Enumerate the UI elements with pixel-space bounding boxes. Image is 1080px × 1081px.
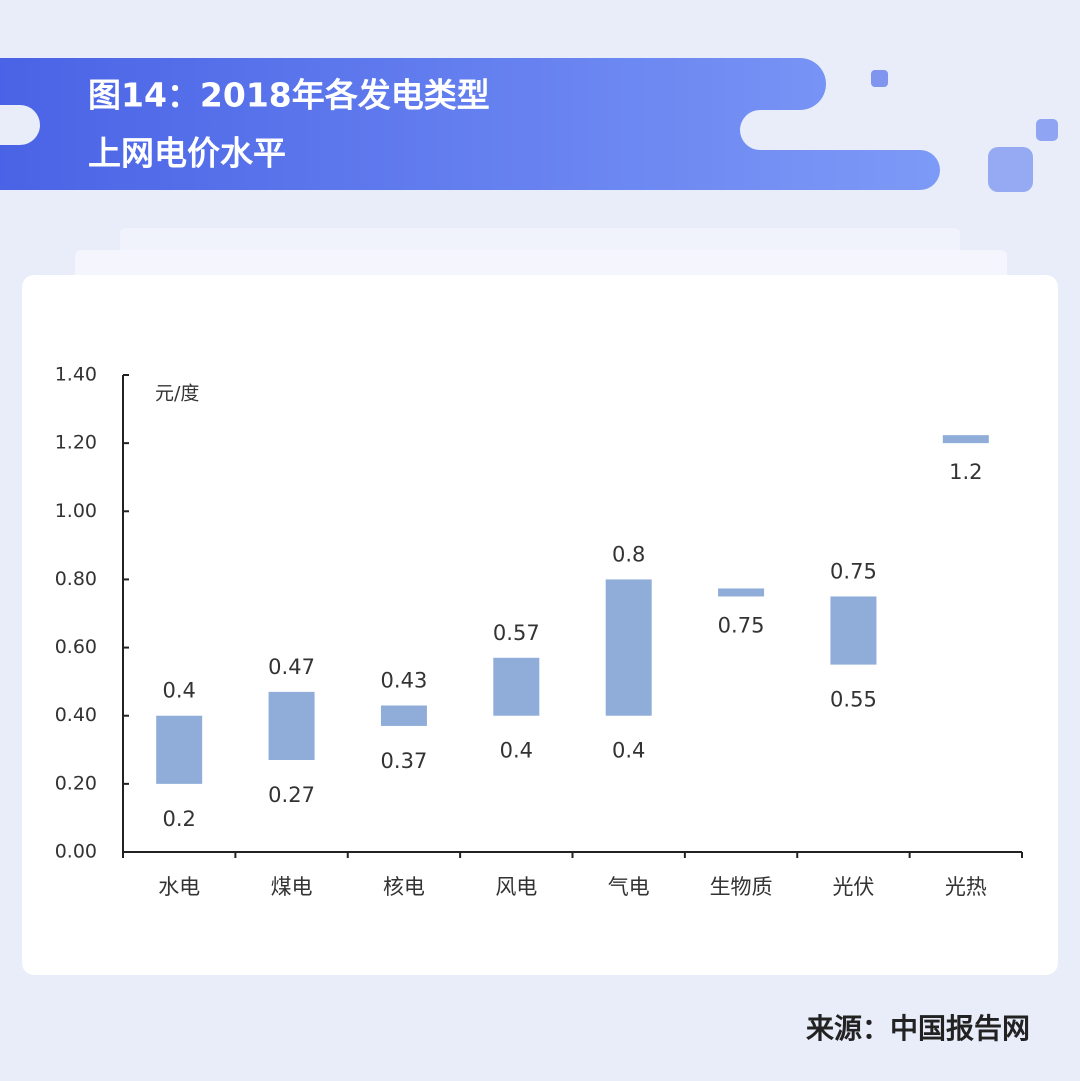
value-label: 0.75 (718, 613, 765, 637)
value-label: 0.8 (612, 542, 645, 566)
y-tick-label: 1.40 (55, 364, 97, 386)
value-label: 0.4 (500, 739, 533, 763)
title-banner (0, 58, 940, 190)
unit-label: 元/度 (155, 383, 199, 405)
y-tick-label: 0.00 (55, 841, 97, 863)
value-label: 0.37 (381, 749, 428, 773)
x-tick-label: 风电 (495, 875, 537, 899)
value-label: 0.4 (162, 679, 195, 703)
decor-square (988, 147, 1033, 192)
banner-cutout (0, 105, 40, 145)
value-label: 0.43 (381, 668, 428, 692)
value-label: 0.4 (612, 739, 645, 763)
y-tick-label: 1.00 (55, 500, 97, 522)
value-label: 0.47 (268, 655, 315, 679)
decor-square (871, 70, 888, 87)
value-label: 1.2 (949, 460, 982, 484)
x-tick-label: 核电 (383, 875, 425, 899)
value-label: 0.27 (268, 783, 315, 807)
range-bar (156, 715, 203, 784)
x-tick-label: 水电 (158, 875, 200, 899)
x-tick-label: 生物质 (710, 875, 773, 899)
decor-square (1036, 119, 1058, 141)
title: 图14：2018年各发电类型 (88, 76, 490, 115)
x-tick-label: 光伏 (832, 875, 874, 899)
y-tick-label: 0.40 (55, 704, 97, 726)
source: 来源：中国报告网 (806, 1012, 1030, 1045)
range-bar (380, 705, 427, 726)
range-bar (605, 579, 652, 716)
range-bar (718, 588, 765, 597)
range-bar (493, 657, 540, 716)
chart-card (22, 275, 1058, 975)
value-label: 0.57 (493, 621, 540, 645)
y-tick-label: 0.60 (55, 636, 97, 658)
y-tick-label: 0.80 (55, 568, 97, 590)
card-shadow (75, 250, 1007, 280)
range-bar (942, 435, 989, 444)
value-label: 0.75 (830, 559, 877, 583)
range-bar (830, 596, 877, 665)
x-tick-label: 气电 (608, 875, 650, 899)
x-tick-label: 光热 (945, 875, 987, 899)
title: 上网电价水平 (88, 134, 286, 173)
y-tick-label: 0.20 (55, 772, 97, 794)
range-bar (268, 691, 315, 761)
y-tick-label: 1.20 (55, 432, 97, 454)
value-label: 0.2 (162, 807, 195, 831)
x-tick-label: 煤电 (271, 875, 313, 899)
value-label: 0.55 (830, 688, 877, 712)
